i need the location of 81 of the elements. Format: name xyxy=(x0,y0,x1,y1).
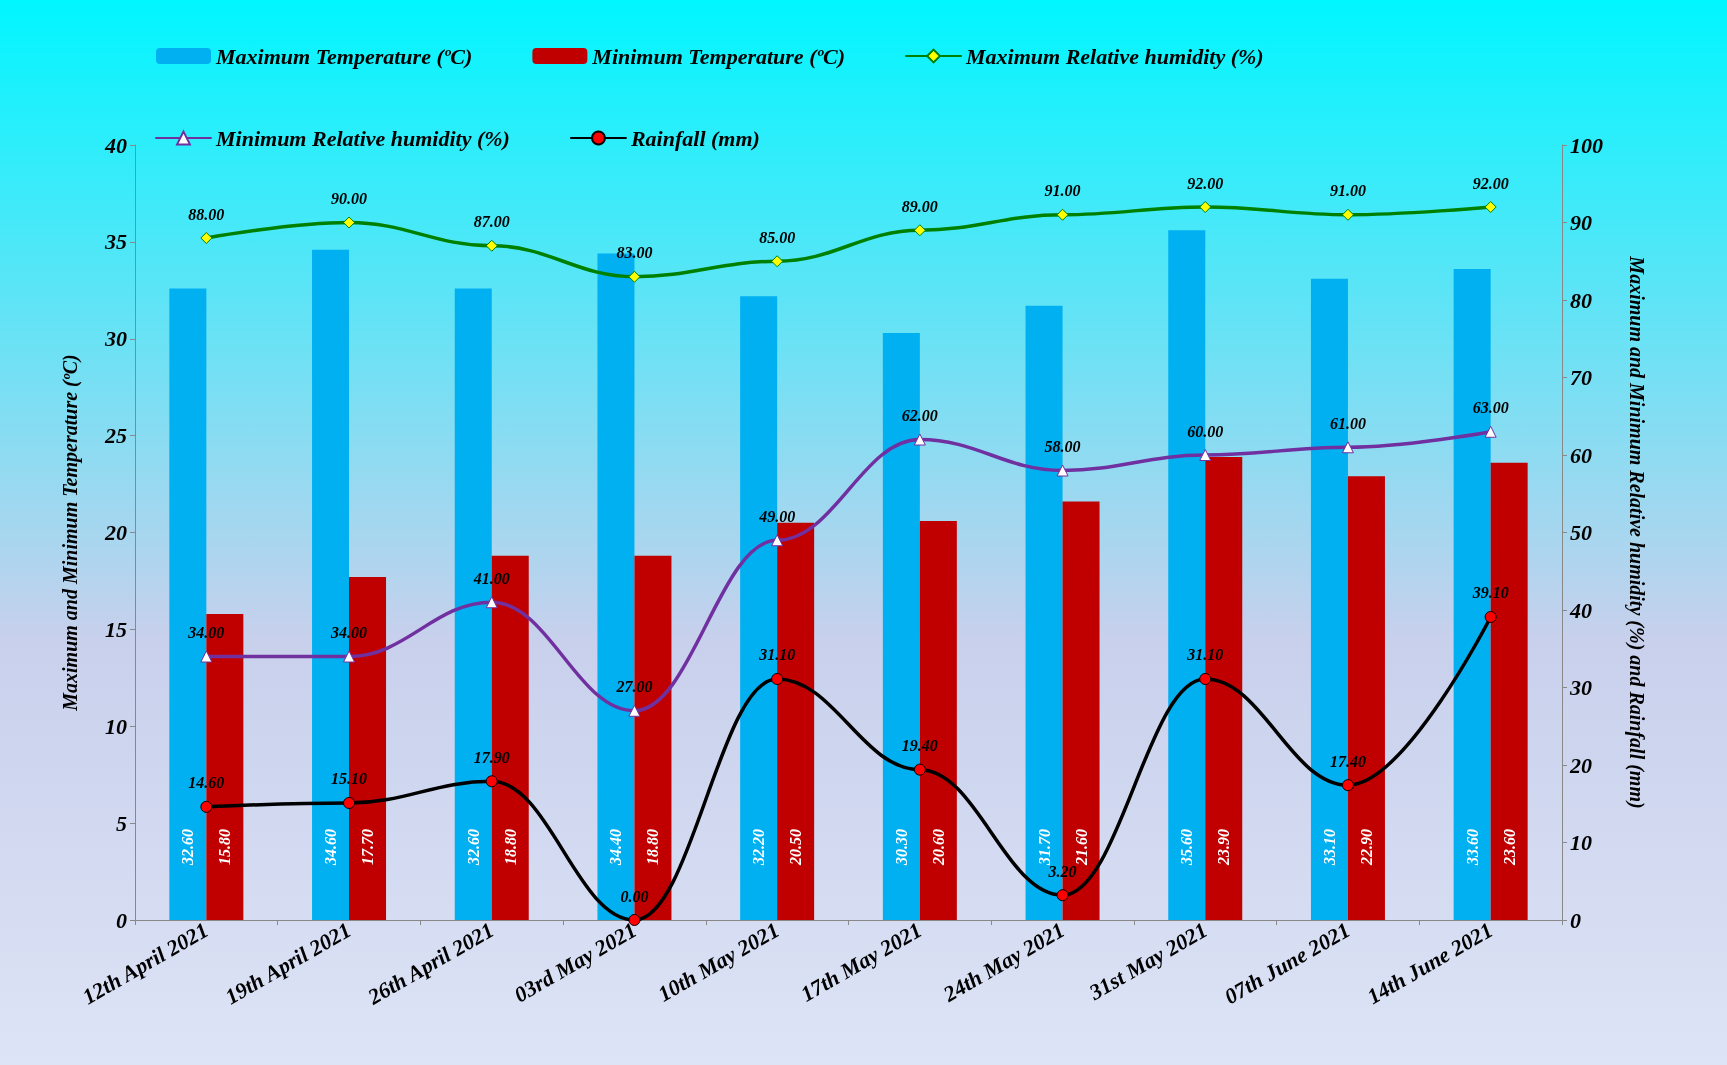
x-tick-label: 24th May 2021 xyxy=(938,917,1069,1008)
data-label: 87.00 xyxy=(473,213,510,231)
data-label: 58.00 xyxy=(1044,438,1081,455)
data-label: 18.80 xyxy=(501,829,519,865)
data-label: 89.00 xyxy=(901,197,938,215)
data-label: 22.90 xyxy=(1357,829,1375,866)
data-label: 23.90 xyxy=(1215,829,1233,866)
x-tick-label: 31st May 2021 xyxy=(1083,917,1212,1006)
x-tick-label: 26th April 2021 xyxy=(362,917,498,1010)
data-label: 32.20 xyxy=(750,829,768,866)
data-label: 31.10 xyxy=(1186,646,1224,664)
y-tick-label: 40 xyxy=(104,132,127,158)
data-label: 34.40 xyxy=(607,829,625,866)
data-label: 32.60 xyxy=(179,829,197,866)
y2-axis-title: Maximum and Minimum Relative humidity (%) and Rainfall (mm) xyxy=(1625,255,1648,809)
data-label: 27.00 xyxy=(615,678,653,696)
data-label: 20.50 xyxy=(787,829,805,866)
y-tick-label: 35 xyxy=(104,229,127,255)
y-tick-label: 10 xyxy=(105,713,127,739)
data-label: 62.00 xyxy=(901,407,938,424)
y-tick-label: 30 xyxy=(104,326,127,352)
data-label: 31.70 xyxy=(1035,829,1053,866)
data-label: 17.40 xyxy=(1329,752,1366,770)
legend-label: Maximum Relative humidity (%) xyxy=(965,43,1264,69)
data-label: 35.60 xyxy=(1178,829,1196,866)
data-label: 91.00 xyxy=(1044,182,1081,200)
data-label: 30.30 xyxy=(892,829,910,866)
x-tick-label: 17th May 2021 xyxy=(796,917,927,1007)
data-label: 83.00 xyxy=(616,244,653,262)
y2-tick-label: 40 xyxy=(1569,597,1592,623)
data-label: 90.00 xyxy=(331,190,368,207)
data-label: 34.00 xyxy=(330,624,368,641)
y2-tick-label: 10 xyxy=(1570,830,1592,855)
data-label: 17.90 xyxy=(473,748,510,766)
data-label: 92.00 xyxy=(1187,174,1224,192)
data-label: 23.60 xyxy=(1500,829,1518,866)
data-label: 61.00 xyxy=(1329,414,1366,432)
y-tick-label: 5 xyxy=(116,810,127,836)
y-tick-label: 25 xyxy=(104,423,127,449)
legend-label: Minimum Temperature (ºC) xyxy=(591,43,846,69)
data-label: 32.60 xyxy=(464,829,482,866)
data-label: 21.60 xyxy=(1072,829,1090,866)
data-label: 31.10 xyxy=(758,646,796,664)
data-label: 34.60 xyxy=(322,829,340,866)
y2-tick-label: 80 xyxy=(1570,287,1592,313)
x-tick-label: 14th June 2021 xyxy=(1362,917,1497,1010)
data-label: 91.00 xyxy=(1329,182,1366,200)
y-tick-label: 15 xyxy=(105,616,127,642)
y2-tick-label: 90 xyxy=(1570,210,1592,235)
data-label: 33.10 xyxy=(1320,829,1338,866)
y-tick-label: 20 xyxy=(104,520,127,545)
data-label: 49.00 xyxy=(758,507,796,525)
data-label: 63.00 xyxy=(1472,399,1509,417)
x-tick-label: 07th June 2021 xyxy=(1220,917,1355,1010)
data-label: 18.80 xyxy=(644,829,662,865)
y2-tick-label: 60 xyxy=(1570,442,1592,468)
y-tick-label: 0 xyxy=(116,907,127,933)
data-label: 19.40 xyxy=(901,737,938,755)
legend-label: Rainfall (mm) xyxy=(629,125,760,151)
y2-tick-label: 20 xyxy=(1569,752,1592,778)
y2-tick-label: 70 xyxy=(1570,365,1592,390)
y-axis-title: Maximum and Minimum Temperature (ºC) xyxy=(59,354,82,712)
legend-label: Minimum Relative humidity (%) xyxy=(215,125,510,151)
legend-label: Maximum Temperature (ºC) xyxy=(215,43,473,69)
data-label: 17.70 xyxy=(359,829,377,865)
data-label: 20.60 xyxy=(929,829,947,866)
data-label: 15.10 xyxy=(331,770,368,788)
data-label: 88.00 xyxy=(188,205,225,223)
data-label: 33.60 xyxy=(1463,829,1481,866)
y2-tick-label: 50 xyxy=(1570,520,1592,545)
data-label: 85.00 xyxy=(759,228,796,246)
data-label: 60.00 xyxy=(1187,422,1224,440)
x-tick-label: 10th May 2021 xyxy=(653,917,784,1007)
y2-tick-label: 100 xyxy=(1570,132,1603,158)
data-label: 15.80 xyxy=(216,829,234,865)
data-label: 92.00 xyxy=(1472,174,1509,192)
x-tick-label: 19th April 2021 xyxy=(220,917,356,1010)
y2-tick-label: 0 xyxy=(1570,907,1581,933)
y2-tick-label: 30 xyxy=(1569,675,1592,700)
data-label: 39.10 xyxy=(1471,584,1509,602)
x-tick-label: 03rd May 2021 xyxy=(509,917,641,1008)
